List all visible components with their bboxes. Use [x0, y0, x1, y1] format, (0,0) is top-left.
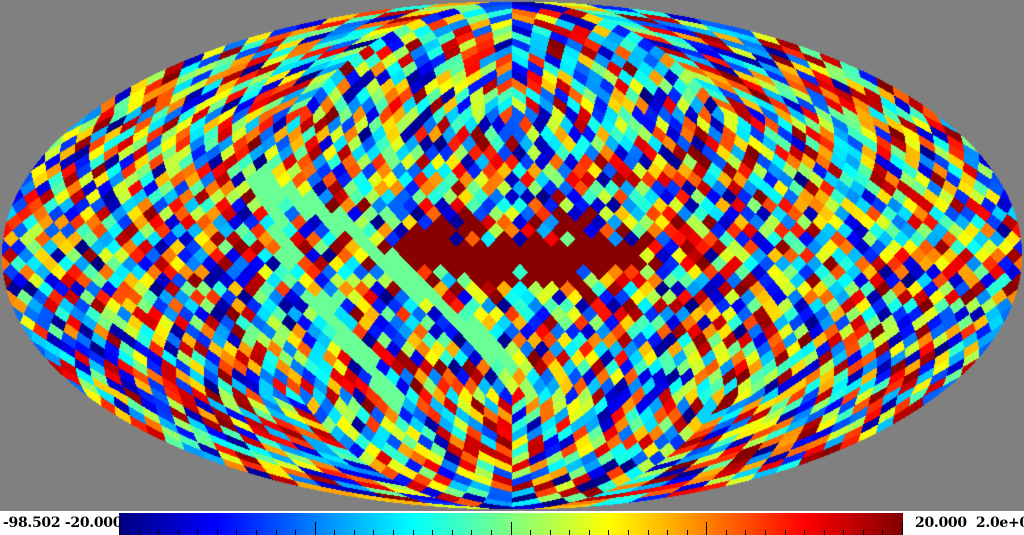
colorbar-tick	[589, 530, 590, 535]
colorbar-tick	[471, 530, 472, 535]
colorbar-tick	[706, 522, 707, 535]
colorbar-gradient	[119, 513, 903, 535]
colorbar-tick	[413, 530, 414, 535]
colorbar-tick	[687, 530, 688, 535]
colorbar-tick	[765, 530, 766, 535]
colorbar-min-labels: -98.502 -20.000	[3, 515, 123, 531]
colorbar-tick	[491, 530, 492, 535]
colorbar-tick	[530, 530, 531, 535]
colorbar-panel: -98.502 -20.000 20.000 2.0e+02	[0, 511, 1024, 535]
colorbar-tick	[236, 530, 237, 535]
colorbar-tick	[667, 530, 668, 535]
colorbar-tick	[608, 530, 609, 535]
colorbar-tick	[158, 530, 159, 535]
colorbar-max-labels: 20.000 2.0e+02	[915, 515, 1024, 531]
colorbar-tick	[197, 530, 198, 535]
colorbar-tick	[550, 530, 551, 535]
colorbar-tick	[393, 530, 394, 535]
colorbar-tick	[373, 530, 374, 535]
colorbar-tick	[902, 522, 903, 535]
colorbar-tick	[511, 522, 512, 535]
colorbar-tick	[452, 530, 453, 535]
colorbar-tick	[726, 530, 727, 535]
colorbar-tick	[824, 530, 825, 535]
colorbar-tick	[804, 530, 805, 535]
colorbar-tick	[785, 530, 786, 535]
colorbar-tick	[432, 530, 433, 535]
colorbar-tick	[315, 522, 316, 535]
colorbar-tick	[334, 530, 335, 535]
colorbar-tick	[863, 530, 864, 535]
colorbar-tick	[139, 530, 140, 535]
colorbar-tick	[119, 522, 120, 535]
colorbar-tick	[648, 530, 649, 535]
colorbar-tick	[178, 530, 179, 535]
colorbar-tick	[882, 530, 883, 535]
colorbar-tick	[843, 530, 844, 535]
colorbar-tick	[295, 530, 296, 535]
colorbar-tick	[256, 530, 257, 535]
colorbar-tick	[354, 530, 355, 535]
colorbar-tick	[628, 530, 629, 535]
colorbar-tick	[745, 530, 746, 535]
colorbar-tick	[569, 530, 570, 535]
sky-map-canvas	[0, 0, 1024, 511]
colorbar-tick	[217, 530, 218, 535]
colorbar-tick	[276, 530, 277, 535]
